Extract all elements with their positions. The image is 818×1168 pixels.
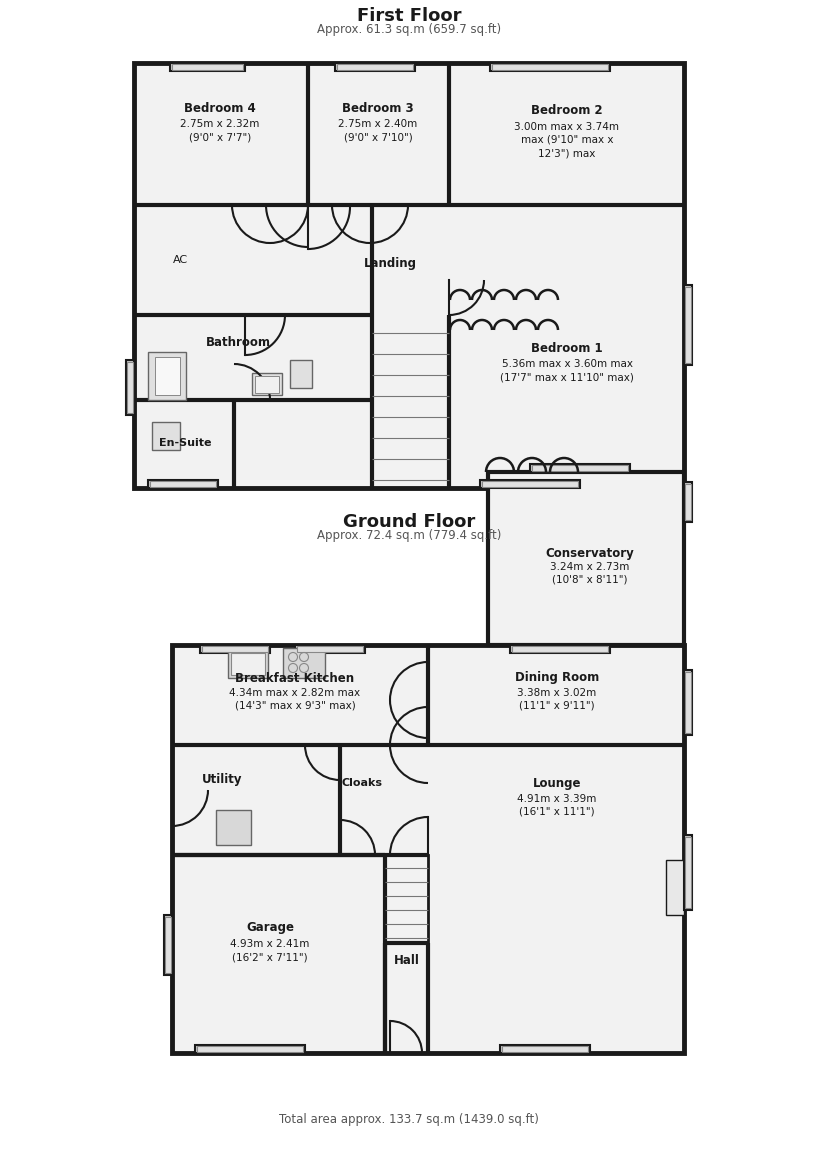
Text: Breakfast Kitchen: Breakfast Kitchen [236, 672, 354, 684]
Text: AC: AC [173, 255, 187, 265]
Bar [152, 422, 180, 450]
Text: (11'1" x 9'11"): (11'1" x 9'11") [519, 701, 595, 711]
Bar [295, 645, 365, 653]
Text: Bathroom: Bathroom [205, 335, 271, 348]
Bar [500, 1045, 590, 1054]
Text: Bedroom 4: Bedroom 4 [184, 102, 256, 114]
Bar [684, 670, 692, 735]
Text: 4.91m x 3.39m: 4.91m x 3.39m [517, 794, 596, 804]
Text: 3.00m max x 3.74m: 3.00m max x 3.74m [515, 121, 619, 132]
Bar [216, 809, 251, 844]
Bar [490, 63, 610, 71]
Bar [252, 373, 282, 395]
Bar [228, 648, 268, 677]
Text: (10'8" x 8'11"): (10'8" x 8'11") [552, 575, 627, 585]
Bar [172, 645, 684, 1054]
Bar [164, 915, 172, 975]
Bar [530, 464, 630, 472]
Bar [195, 1045, 305, 1054]
Bar [385, 855, 428, 943]
Bar [148, 480, 218, 488]
Bar [231, 653, 265, 675]
Text: (14'3" max x 9'3" max): (14'3" max x 9'3" max) [235, 701, 355, 711]
Bar [666, 860, 684, 915]
Text: En-Suite: En-Suite [159, 438, 211, 449]
Text: Conservatory: Conservatory [546, 547, 635, 559]
Bar [197, 1047, 303, 1052]
Text: Hall: Hall [394, 954, 420, 967]
Text: Dining Room: Dining Room [515, 672, 599, 684]
Bar [283, 648, 325, 677]
Text: Utility: Utility [202, 773, 242, 786]
Text: (9'0" x 7'7"): (9'0" x 7'7") [189, 132, 251, 142]
Text: Landing: Landing [363, 257, 416, 270]
Text: 3.24m x 2.73m: 3.24m x 2.73m [551, 562, 630, 572]
Text: 2.75m x 2.40m: 2.75m x 2.40m [339, 119, 418, 128]
Bar [290, 360, 312, 388]
Text: Bedroom 2: Bedroom 2 [531, 104, 603, 117]
Bar [200, 645, 270, 653]
Bar [685, 837, 691, 908]
Text: Approx. 61.3 sq.m (659.7 sq.ft): Approx. 61.3 sq.m (659.7 sq.ft) [317, 23, 501, 36]
Text: Bedroom 1: Bedroom 1 [531, 341, 603, 355]
Bar [502, 1047, 588, 1052]
Text: Garage: Garage [246, 922, 294, 934]
Bar [202, 646, 268, 652]
Text: Ground Floor: Ground Floor [343, 513, 475, 531]
Bar [685, 484, 691, 520]
Bar [335, 63, 415, 71]
Bar [685, 287, 691, 363]
Bar [148, 352, 186, 399]
Bar [684, 482, 692, 522]
Text: (17'7" max x 11'10" max): (17'7" max x 11'10" max) [500, 371, 634, 382]
Text: 12'3") max: 12'3") max [538, 148, 596, 158]
Bar [480, 480, 580, 488]
Bar [488, 472, 684, 645]
Text: (9'0" x 7'10"): (9'0" x 7'10") [344, 132, 412, 142]
Bar [165, 917, 171, 973]
Bar [337, 64, 413, 70]
Bar [482, 481, 578, 487]
Bar [684, 285, 692, 364]
Bar [512, 646, 608, 652]
Bar [155, 357, 180, 395]
Text: Cloaks: Cloaks [341, 778, 383, 788]
Text: (16'2" x 7'11"): (16'2" x 7'11") [232, 952, 308, 962]
Bar [134, 63, 684, 488]
Bar [685, 672, 691, 734]
Bar [684, 835, 692, 910]
Bar [510, 645, 610, 653]
Bar [126, 360, 134, 415]
Text: Approx. 72.4 sq.m (779.4 sq.ft): Approx. 72.4 sq.m (779.4 sq.ft) [317, 529, 501, 542]
Bar [532, 465, 628, 471]
Text: 4.93m x 2.41m: 4.93m x 2.41m [231, 939, 310, 948]
Text: max (9'10" max x: max (9'10" max x [521, 135, 614, 145]
Text: 4.34m max x 2.82m max: 4.34m max x 2.82m max [229, 688, 361, 698]
Bar [297, 646, 363, 652]
Bar [150, 481, 216, 487]
Bar [172, 64, 243, 70]
Bar [492, 64, 608, 70]
Text: Bedroom 3: Bedroom 3 [342, 102, 414, 114]
Text: 3.38m x 3.02m: 3.38m x 3.02m [517, 688, 596, 698]
Text: 5.36m max x 3.60m max: 5.36m max x 3.60m max [501, 359, 632, 369]
Text: First Floor: First Floor [357, 7, 461, 25]
Text: Lounge: Lounge [533, 777, 582, 790]
Text: 2.75m x 2.32m: 2.75m x 2.32m [180, 119, 259, 128]
Bar [170, 63, 245, 71]
Text: (16'1" x 11'1"): (16'1" x 11'1") [519, 807, 595, 816]
Text: Total area approx. 133.7 sq.m (1439.0 sq.ft): Total area approx. 133.7 sq.m (1439.0 sq… [279, 1113, 539, 1126]
Bar [127, 362, 133, 413]
Bar [255, 376, 279, 392]
